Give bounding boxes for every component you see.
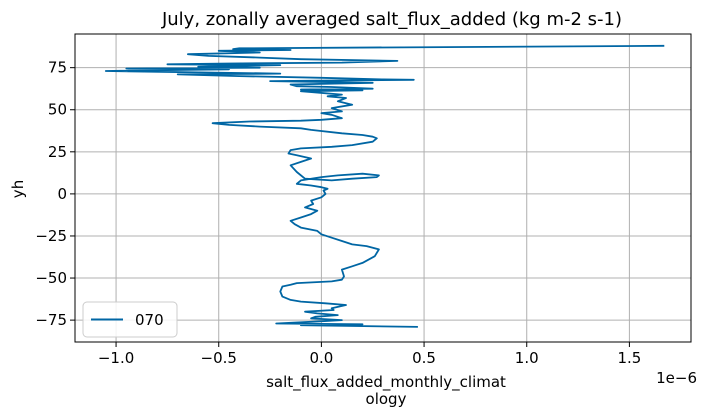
x-axis-ticks: −1.0 −0.5 0.0 0.5 1.0 1.5 — [98, 342, 641, 367]
y-tick-label: 50 — [48, 101, 67, 119]
y-axis-label: yh — [9, 180, 27, 198]
legend-box — [82, 301, 178, 338]
legend: 070 — [82, 301, 178, 338]
y-tick-label: −25 — [35, 227, 67, 245]
x-tick-label: −1.0 — [98, 349, 134, 367]
grid — [75, 34, 691, 342]
x-tick-label: 0.0 — [309, 349, 333, 367]
x-axis-label-line2: ology — [366, 390, 407, 408]
y-tick-label: −75 — [35, 311, 67, 329]
x-tick-label: −0.5 — [201, 349, 237, 367]
y-axis-ticks: −75 −50 −25 0 25 50 75 — [35, 59, 75, 329]
series-lines — [104, 44, 665, 328]
legend-label: 070 — [135, 311, 164, 329]
plot-frame — [74, 33, 692, 343]
x-tick-label: 0.5 — [412, 349, 436, 367]
y-tick-label: 25 — [48, 143, 67, 161]
y-tick-label: 75 — [48, 59, 67, 77]
x-axis-scale-label: 1e−6 — [656, 369, 697, 387]
x-axis-label: salt_flux_added_monthly_climat — [266, 373, 506, 392]
x-tick-label: 1.5 — [617, 349, 641, 367]
y-tick-label: −50 — [35, 269, 67, 287]
chart-title: July, zonally averaged salt_flux_added (… — [161, 9, 622, 30]
y-tick-label: 0 — [57, 185, 67, 203]
x-tick-label: 1.0 — [515, 349, 539, 367]
series-line — [104, 44, 665, 328]
